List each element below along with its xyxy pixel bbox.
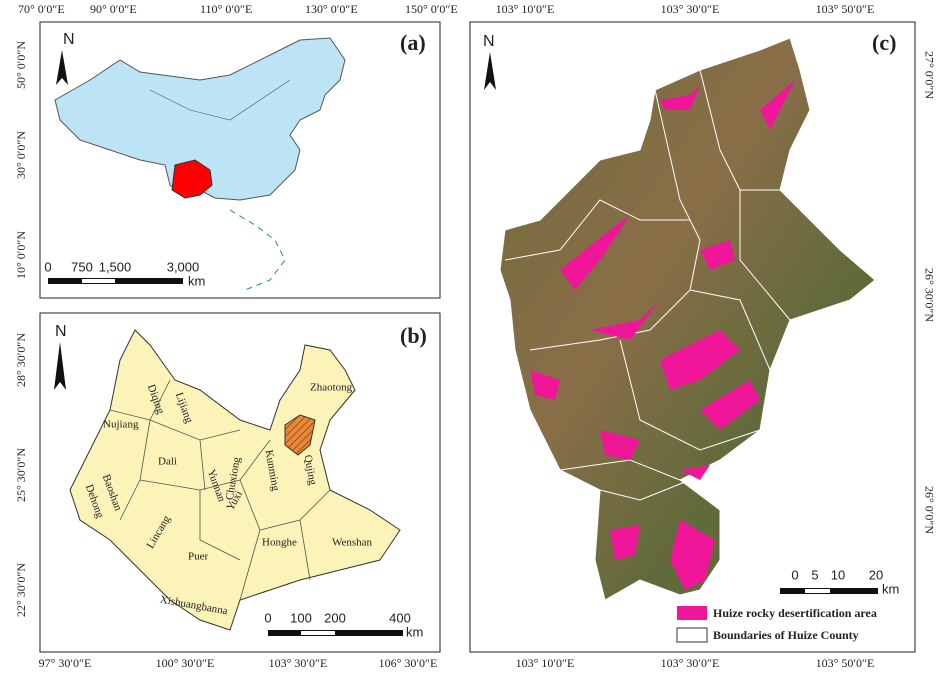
desertification-patch [610,525,640,560]
bottom-label: 103° 10′0″E [516,656,575,670]
scale-bar [268,630,403,636]
scale-unit: km [406,624,423,639]
place-label: Zhaotong [310,382,353,394]
scale-label: 0 [44,259,51,274]
scale-label: 100 [290,610,312,625]
desertification-patch [660,85,700,110]
top-label: 90° 0′0″E [90,2,137,16]
north-label: N [63,31,75,48]
panel-label: (c) [872,30,896,55]
top-label: 103° 30′0″E [661,2,720,16]
left-label: 28° 30′0″N [14,333,28,387]
nine-dash-line [229,209,286,291]
scale-bar-segment [805,589,830,593]
top-label: 150° 0′0″E [405,2,458,16]
bottom-label: 103° 30′0″E [269,656,328,670]
scale-label: 0 [264,610,271,625]
right-label: 26° 0′0″N [922,486,936,534]
desertification-patch [600,430,640,460]
scale-label: 1,500 [99,259,132,274]
place-label: Qujing [302,454,319,487]
place-label: Honghe [262,537,297,549]
desertification-patch [760,80,795,130]
scale-bar-segment [301,631,335,635]
left-label: 10° 0′0″N [14,231,28,279]
scale-bar [48,278,183,284]
scale-unit: km [882,581,899,596]
legend-swatch [676,627,708,643]
desertification-patch [530,370,560,400]
legend-label: Huize rocky desertification area [713,606,877,620]
panel-label: (b) [400,323,427,348]
north-label: N [55,323,67,340]
top-label: 103° 50′0″E [816,2,875,16]
north-arrow [56,50,68,85]
scale-label: 20 [869,567,883,582]
huize-county [499,37,876,601]
bottom-label: 106° 30′0″E [379,656,438,670]
north-label: N [483,33,495,50]
top-label: 103° 10′0″E [496,2,555,16]
place-label: Wenshan [332,537,373,549]
desertification-patch [680,465,710,480]
yunnan-highlight [171,159,213,199]
desertification-areas [530,80,795,590]
scale-bar-segment [82,279,115,283]
top-label: 110° 0′0″E [200,2,252,16]
scale-label: 3,000 [167,259,200,274]
left-label: 22° 30′0″N [14,563,28,617]
top-label: 70° 0′0″E [18,2,65,16]
north-arrow [484,52,496,90]
desertification-patch [590,300,660,340]
place-label: Puer [188,551,209,563]
left-label: 30° 0′0″N [14,131,28,179]
china-map [54,37,346,201]
province-lines [149,79,291,121]
panel-label: (a) [400,30,426,55]
scale-label: 200 [324,610,346,625]
desertification-patch [670,520,715,590]
bottom-label: 100° 30′0″E [156,656,215,670]
scale-label: 5 [811,567,818,582]
scale-label: 750 [71,259,93,274]
desertification-patch [700,380,760,430]
prefecture-lines [109,379,331,601]
bottom-label: 97° 30′0″E [39,656,92,670]
scale-unit: km [188,273,205,288]
desertification-patch [560,215,630,290]
right-label: 27° 0′0″N [922,51,936,99]
place-label: Nujiang [103,419,139,431]
north-arrow [54,342,66,390]
desertification-patch [660,330,740,390]
yunnan-map [69,329,401,631]
huize-highlight [284,414,316,456]
scale-label: 400 [389,610,411,625]
left-label: 25° 30′0″N [14,448,28,502]
bottom-label: 103° 30′0″E [661,656,720,670]
legend-swatch [677,606,707,620]
legend-label: Boundaries of Huize County [713,628,859,642]
place-label: Dali [158,456,177,468]
scale-label: 0 [791,567,798,582]
scale-label: 10 [831,567,845,582]
bottom-label: 103° 50′0″E [816,656,875,670]
left-label: 50° 0′0″N [14,41,28,89]
top-label: 130° 0′0″E [305,2,358,16]
desertification-patch [700,240,735,270]
right-label: 26° 30′0″N [922,268,936,322]
